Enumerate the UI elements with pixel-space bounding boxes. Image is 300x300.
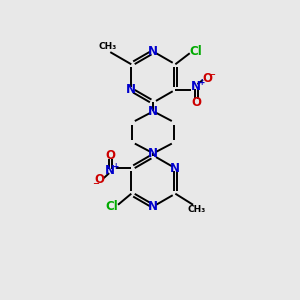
Text: O: O: [191, 96, 201, 109]
Text: Cl: Cl: [105, 200, 118, 214]
Text: −: −: [92, 178, 99, 188]
Text: N: N: [170, 162, 180, 175]
Text: CH₃: CH₃: [188, 205, 206, 214]
Text: +: +: [198, 78, 205, 87]
Text: N: N: [191, 80, 201, 93]
Text: O: O: [202, 71, 212, 85]
Text: N: N: [148, 45, 158, 58]
Text: O: O: [95, 173, 105, 187]
Text: N: N: [105, 164, 115, 177]
Text: N: N: [148, 200, 158, 213]
Text: +: +: [112, 162, 119, 171]
Text: N: N: [126, 83, 136, 96]
Text: N: N: [148, 105, 158, 118]
Text: Cl: Cl: [190, 44, 202, 58]
Text: CH₃: CH₃: [99, 42, 117, 51]
Text: O: O: [105, 149, 115, 162]
Text: N: N: [148, 147, 158, 160]
Text: −: −: [208, 70, 215, 80]
